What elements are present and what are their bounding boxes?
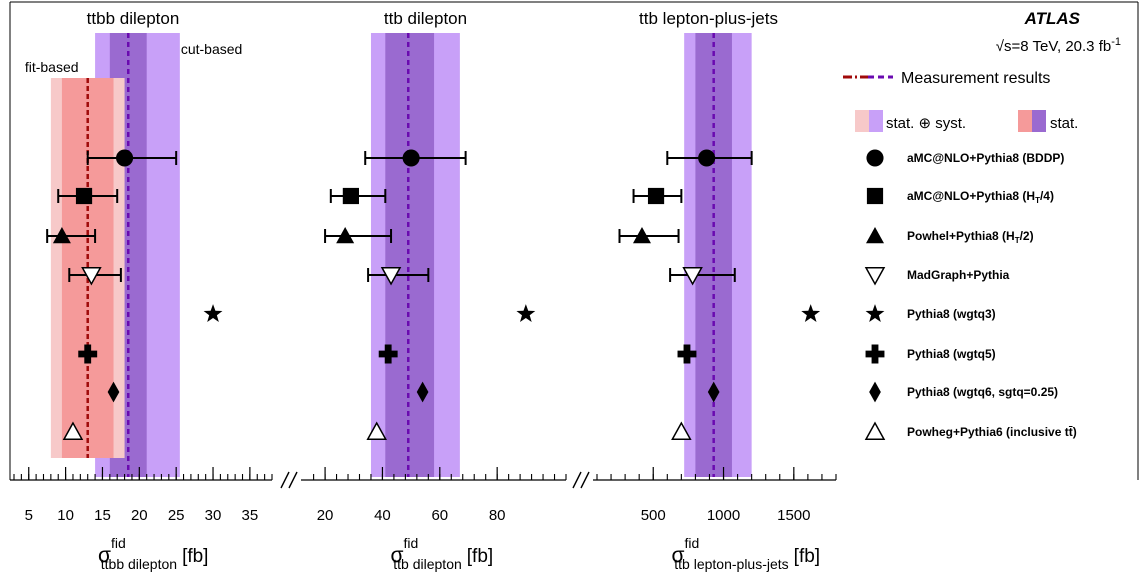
- legend: ATLAS √s=8 TeV, 20.3 fb-1 Measurement re…: [843, 9, 1121, 440]
- cut-based-stat-band: [385, 33, 435, 477]
- x-tick-label: 1500: [777, 507, 810, 524]
- data-point-filled-square: [75, 187, 93, 205]
- legend-marker-star: [865, 304, 885, 323]
- data-point-filled-triangle: [336, 227, 355, 244]
- panel-title: ttbb dilepton: [87, 9, 180, 28]
- data-point-star: [203, 304, 223, 323]
- experiment-label: ATLAS: [1024, 9, 1081, 28]
- x-tick-label: 10: [57, 507, 74, 524]
- x-tick-label: 40: [374, 507, 391, 524]
- legend-label: aMC@NLO+Pythia8 (BDDP): [907, 151, 1064, 165]
- x-tick-label: 20: [131, 507, 148, 524]
- legend-marker-diamond: [869, 381, 881, 403]
- legend-label: Powheg+Pythia6 (inclusive tt̄): [907, 425, 1077, 439]
- x-tick-label: 1000: [707, 507, 740, 524]
- legend-marker-cross: [865, 344, 885, 364]
- data-point-diamond: [416, 381, 429, 403]
- x-tick-label: 5: [25, 507, 33, 524]
- legend-marker-filled-square: [866, 187, 884, 205]
- axis-break-left: [280, 471, 298, 489]
- legend-stat-label: stat.: [1050, 115, 1078, 132]
- axis-break-right: [572, 471, 590, 489]
- x-tick-label: 30: [205, 507, 222, 524]
- legend-swatch-cut-total: [869, 110, 883, 132]
- x-tick-label: 15: [94, 507, 111, 524]
- data-point-filled-circle: [402, 149, 420, 167]
- legend-stat-syst-label: stat. ⊕ syst.: [886, 115, 966, 132]
- cut-based-band-label: cut-based: [181, 41, 242, 57]
- legend-marker-open-triangle-down: [864, 267, 886, 286]
- data-point-filled-circle: [116, 149, 134, 167]
- data-point-open-triangle-down: [682, 267, 703, 286]
- x-axis-label: σfid ttbb dilepton [fb]: [98, 535, 208, 572]
- data-point-cross: [677, 344, 697, 364]
- legend-marker-filled-triangle: [866, 227, 884, 244]
- legend-swatch-fit-total: [855, 110, 869, 132]
- data-point-filled-circle: [698, 149, 716, 167]
- panel-title: ttb dilepton: [384, 9, 467, 28]
- panel-1: cut-based fit-based ttbb dilepton 5 10 15 20 25…: [10, 9, 273, 572]
- x-axis-label: σfid ttb lepton-plus-jets [fb]: [672, 535, 821, 572]
- data-point-diamond: [107, 381, 120, 403]
- data-point-star: [516, 304, 536, 323]
- panels: cut-based fit-based ttbb dilepton 5 10 15 20 25…: [10, 9, 837, 572]
- legend-swatch-fit-stat: [1018, 110, 1032, 132]
- data-point-cross: [78, 344, 98, 364]
- x-tick-label: 25: [168, 507, 185, 524]
- legend-label: Powhel+Pythia8 (HT/2): [907, 229, 1034, 245]
- data-point-open-triangle-down: [81, 267, 102, 286]
- legend-label: Pythia8 (wgtq6, sgtq=0.25): [907, 385, 1058, 399]
- x-tick-label: 20: [317, 507, 334, 524]
- legend-swatch-cut-stat: [1032, 110, 1046, 132]
- data-point-diamond: [707, 381, 720, 403]
- data-point-open-triangle-down: [380, 267, 402, 286]
- data-point-filled-square: [647, 187, 665, 205]
- data-point-open-triangle-up: [62, 421, 84, 440]
- data-point-cross: [378, 344, 398, 364]
- data-point-open-triangle-up: [671, 421, 692, 440]
- data-point-filled-triangle: [632, 227, 651, 244]
- fit-based-band-label: fit-based: [25, 59, 79, 75]
- data-point-star: [801, 304, 821, 323]
- x-axis-label: σfid ttb dilepton [fb]: [391, 535, 494, 572]
- data-point-open-triangle-up: [366, 421, 387, 440]
- energy-label: √s=8 TeV, 20.3 fb-1: [996, 36, 1121, 55]
- legend-label: Pythia8 (wgtq5): [907, 347, 996, 361]
- panel-2: ttb dilepton 20 40 60 80 σfid ttb dilepton [fb]: [301, 9, 567, 572]
- legend-label: MadGraph+Pythia: [907, 268, 1010, 282]
- legend-label: Pythia8 (wgtq3): [907, 307, 996, 321]
- data-point-filled-square: [342, 187, 359, 205]
- x-tick-label: 500: [641, 507, 666, 524]
- panel-title: ttb lepton-plus-jets: [639, 9, 778, 28]
- legend-marker-open-triangle-up: [864, 421, 886, 440]
- legend-label: aMC@NLO+Pythia8 (HT/4): [907, 189, 1054, 205]
- panel-3: ttb lepton-plus-jets 500 1000 1500 σfid ttb l…: [593, 9, 837, 572]
- legend-measurement-label: Measurement results: [901, 70, 1050, 87]
- x-tick-label: 35: [242, 507, 259, 524]
- legend-generator-list: aMC@NLO+Pythia8 (BDDP) aMC@NLO+Pythia8 (H…: [864, 149, 1077, 440]
- legend-marker-filled-circle: [866, 149, 884, 167]
- x-tick-label: 80: [489, 507, 506, 524]
- x-tick-label: 60: [431, 507, 448, 524]
- data-point-filled-triangle: [52, 227, 71, 244]
